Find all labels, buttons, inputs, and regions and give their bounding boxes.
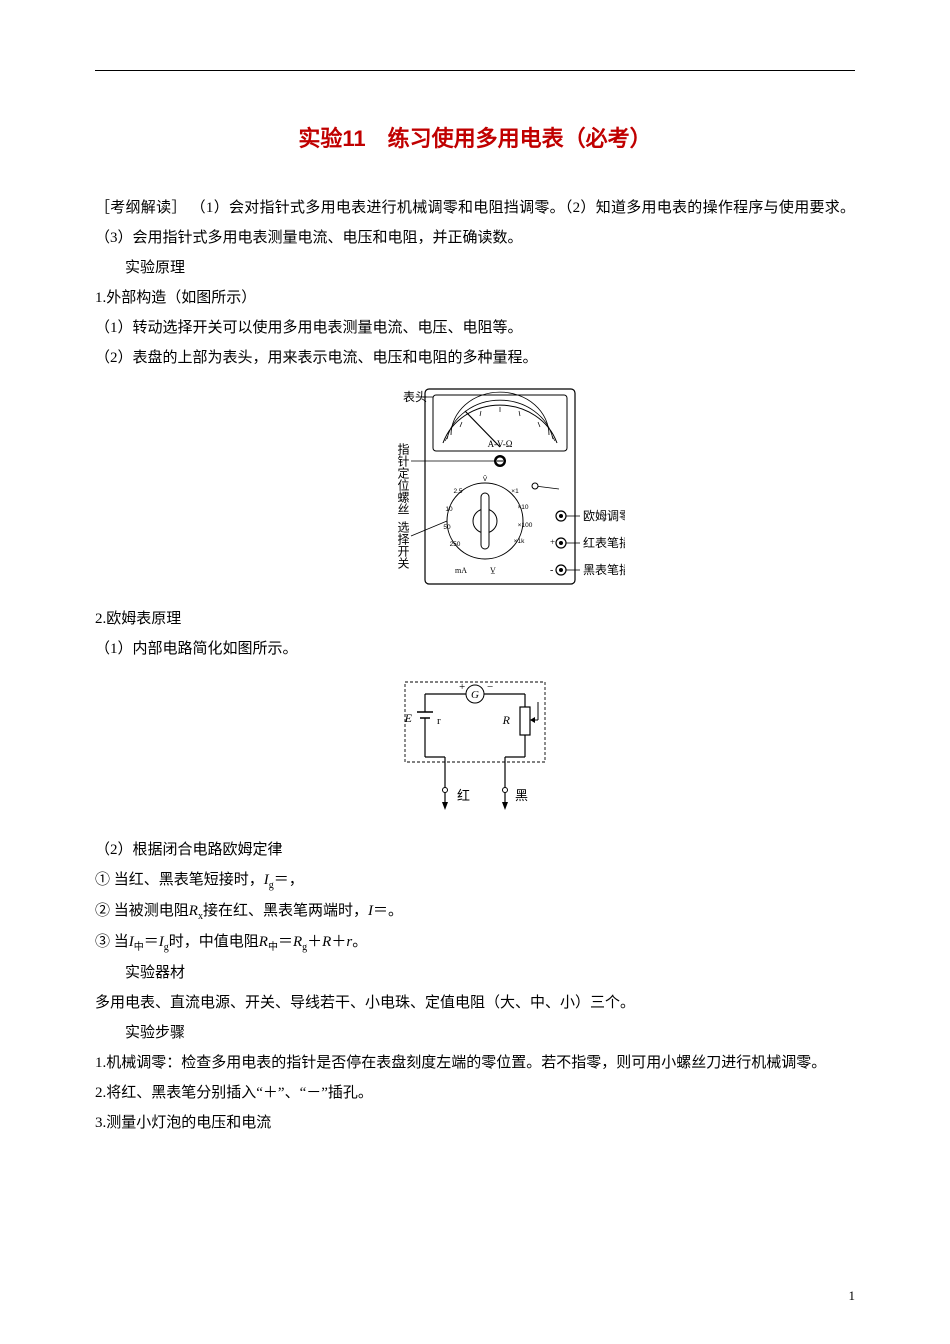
section-equip: 实验器材	[95, 958, 855, 988]
svg-text:2.5: 2.5	[453, 488, 462, 495]
section-principle: 实验原理	[95, 253, 855, 283]
t: ③ 当	[95, 934, 129, 950]
step-1: 1.机械调零：检查多用电表的指针是否停在表盘刻度左端的零位置。若不指零，则可用小…	[95, 1048, 855, 1078]
probe-red: 红	[457, 788, 470, 803]
sym: R	[293, 934, 302, 950]
svg-text:-: -	[550, 565, 553, 576]
svg-text:×1k: ×1k	[514, 538, 525, 545]
probe-black: 黑	[515, 788, 528, 803]
intro-label: ［考纲解读］	[95, 200, 187, 216]
svg-text:×1: ×1	[511, 488, 519, 495]
t: 接在红、黑表笔两端时，	[203, 903, 368, 919]
g-minus: −	[487, 681, 493, 693]
svg-text:×10: ×10	[517, 504, 528, 511]
top-rule	[95, 70, 855, 71]
page-title: 实验11 练习使用多用电表（必考）	[95, 121, 855, 153]
sub: 中	[268, 942, 278, 953]
label-screw: 指针定位螺丝	[396, 442, 410, 515]
label-black-jack: 黑表笔插孔	[583, 562, 625, 577]
sym: r	[346, 934, 352, 950]
section-steps: 实验步骤	[95, 1018, 855, 1048]
label-red-jack: 红表笔插孔	[583, 535, 625, 550]
svg-text:V̲: V̲	[490, 566, 496, 575]
svg-text:250: 250	[450, 541, 461, 548]
sub: g	[302, 942, 307, 953]
svg-text:Ṽ: Ṽ	[483, 474, 488, 483]
R-label: R	[502, 713, 511, 727]
intro-text: （1）会对指针式多用电表进行机械调零和电阻挡调零。（2）知道多用电表的操作程序与…	[95, 200, 855, 246]
sym: R	[322, 934, 331, 950]
sym-R: R	[189, 903, 198, 919]
p2-1: （1）内部电路简化如图所示。	[95, 634, 855, 664]
e-label: E	[404, 711, 413, 725]
t: ＝，	[274, 872, 304, 888]
avo-label: A-V-Ω	[488, 439, 513, 449]
p2-2: （2）根据闭合电路欧姆定律	[95, 835, 855, 865]
p2-2-2: ② 当被测电阻Rx接在红、黑表笔两端时，I＝。	[95, 896, 855, 927]
step-2: 2.将红、黑表笔分别插入“＋”、“－”插孔。	[95, 1078, 855, 1108]
p2-2-3: ③ 当I中＝Ig时，中值电阻R中＝Rg＋R＋r。	[95, 927, 855, 958]
p1-2: （2）表盘的上部为表头，用来表示电流、电压和电阻的多种量程。	[95, 343, 855, 373]
sym: R	[259, 934, 268, 950]
intro-para: ［考纲解读］ （1）会对指针式多用电表进行机械调零和电阻挡调零。（2）知道多用电…	[95, 193, 855, 253]
sub: 中	[134, 942, 144, 953]
t: ＝。	[373, 903, 403, 919]
g-label: G	[471, 689, 479, 701]
svg-text:+: +	[550, 537, 555, 547]
p1: 1.外部构造（如图所示）	[95, 283, 855, 313]
label-ohm-zero: 欧姆调零旋钮	[583, 508, 625, 523]
p2: 2.欧姆表原理	[95, 604, 855, 634]
t: ① 当红、黑表笔短接时，	[95, 872, 264, 888]
g-plus: +	[459, 681, 465, 693]
svg-text:10: 10	[445, 506, 453, 513]
p1-1: （1）转动选择开关可以使用多用电表测量电流、电压、电阻等。	[95, 313, 855, 343]
t: ② 当被测电阻	[95, 903, 189, 919]
step-3: 3.测量小灯泡的电压和电流	[95, 1108, 855, 1138]
svg-text:mA: mA	[455, 566, 467, 575]
t: 时，中值电阻	[169, 934, 259, 950]
svg-text:×100: ×100	[518, 522, 533, 529]
label-switch: 选择开关	[396, 521, 410, 569]
p2-2-1: ① 当红、黑表笔短接时，Ig＝，	[95, 865, 855, 896]
r-label: r	[437, 715, 441, 727]
page-number: 1	[849, 1288, 856, 1304]
ohm-circuit-figure: G + − E r R	[95, 672, 855, 827]
multimeter-figure: A-V-Ω Ṽ 2.5 10 50 250 ×1 ×10 ×100 ×1k	[95, 381, 855, 596]
equip: 多用电表、直流电源、开关、导线若干、小电珠、定值电阻（大、中、小）三个。	[95, 988, 855, 1018]
svg-text:50: 50	[443, 524, 451, 531]
